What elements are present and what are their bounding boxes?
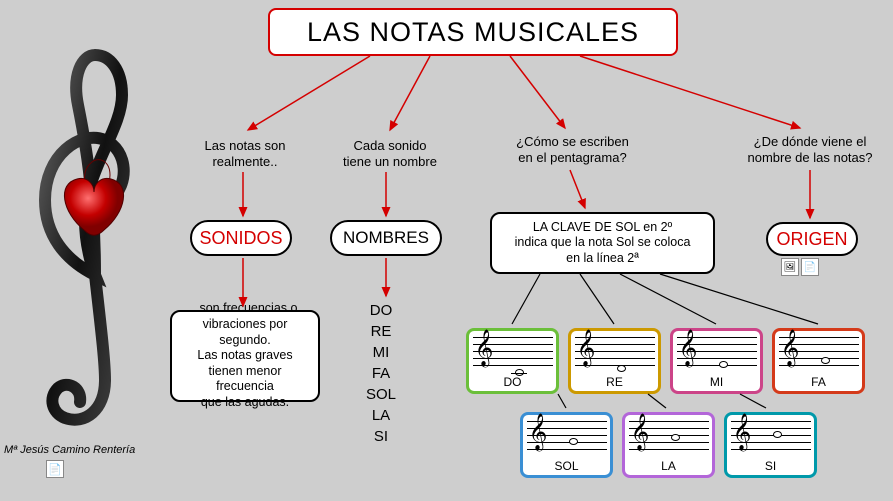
note-name: SOL: [366, 384, 396, 405]
sonidos-detail: ..son frecuencias ovibraciones por segun…: [170, 310, 320, 402]
document-icon[interactable]: 📄: [801, 258, 819, 276]
sonidos-intro: Las notas sonrealmente..: [185, 138, 305, 169]
origen-box[interactable]: ORIGEN: [766, 222, 858, 256]
g-clef-icon: 𝄞: [529, 415, 548, 447]
main-title: LAS NOTAS MUSICALES: [268, 8, 678, 56]
staff-card-do[interactable]: 𝄞DO: [466, 328, 559, 394]
whole-note: [821, 357, 830, 364]
staff-lines: 𝄞: [629, 421, 709, 461]
staff-card-re[interactable]: 𝄞RE: [568, 328, 661, 394]
note-name: LA: [366, 405, 396, 426]
staff-card-label: SOL: [554, 459, 578, 473]
staff-lines: 𝄞: [473, 337, 553, 377]
whole-note: [569, 438, 578, 445]
g-clef-icon: 𝄞: [733, 415, 752, 447]
staff-card-label: LA: [661, 459, 676, 473]
nombres-intro: Cada sonidotiene un nombre: [335, 138, 445, 169]
g-clef-icon: 𝄞: [631, 415, 650, 447]
note-names-list: DOREMIFASOLLASI: [366, 300, 396, 447]
staff-card-label: RE: [606, 375, 623, 389]
image-icon[interactable]: 🖼: [781, 258, 799, 276]
origen-intro: ¿De dónde viene elnombre de las notas?: [740, 134, 880, 165]
staff-card-sol[interactable]: 𝄞SOL: [520, 412, 613, 478]
whole-note: [719, 361, 728, 368]
pentagrama-intro: ¿Cómo se escribenen el pentagrama?: [500, 134, 645, 165]
whole-note: [773, 431, 782, 438]
note-name: MI: [366, 342, 396, 363]
staff-lines: 𝄞: [731, 421, 811, 461]
whole-note: [671, 434, 680, 441]
sonidos-box[interactable]: SONIDOS: [190, 220, 292, 256]
origen-icons[interactable]: 🖼 📄: [781, 258, 819, 276]
staff-card-label: SI: [765, 459, 776, 473]
staff-card-si[interactable]: 𝄞SI: [724, 412, 817, 478]
g-clef-icon: 𝄞: [679, 331, 698, 363]
g-clef-icon: 𝄞: [577, 331, 596, 363]
treble-clef-art: [0, 20, 185, 460]
whole-note: [617, 365, 626, 372]
staff-card-label: MI: [710, 375, 723, 389]
document-icon[interactable]: 📄: [46, 460, 64, 478]
staff-card-mi[interactable]: 𝄞MI: [670, 328, 763, 394]
staff-lines: 𝄞: [779, 337, 859, 377]
g-clef-icon: 𝄞: [781, 331, 800, 363]
note-name: DO: [366, 300, 396, 321]
note-name: SI: [366, 426, 396, 447]
staff-card-fa[interactable]: 𝄞FA: [772, 328, 865, 394]
staff-lines: 𝄞: [527, 421, 607, 461]
nombres-box[interactable]: NOMBRES: [330, 220, 442, 256]
author-credit: Mª Jesús Camino Rentería: [4, 444, 135, 456]
staff-card-la[interactable]: 𝄞LA: [622, 412, 715, 478]
staff-lines: 𝄞: [575, 337, 655, 377]
staff-lines: 𝄞: [677, 337, 757, 377]
pentagrama-detail: LA CLAVE DE SOL en 2ºindica que la nota …: [490, 212, 715, 274]
note-name: FA: [366, 363, 396, 384]
note-name: RE: [366, 321, 396, 342]
staff-card-label: FA: [811, 375, 826, 389]
staff-card-label: DO: [504, 375, 522, 389]
g-clef-icon: 𝄞: [475, 331, 494, 363]
